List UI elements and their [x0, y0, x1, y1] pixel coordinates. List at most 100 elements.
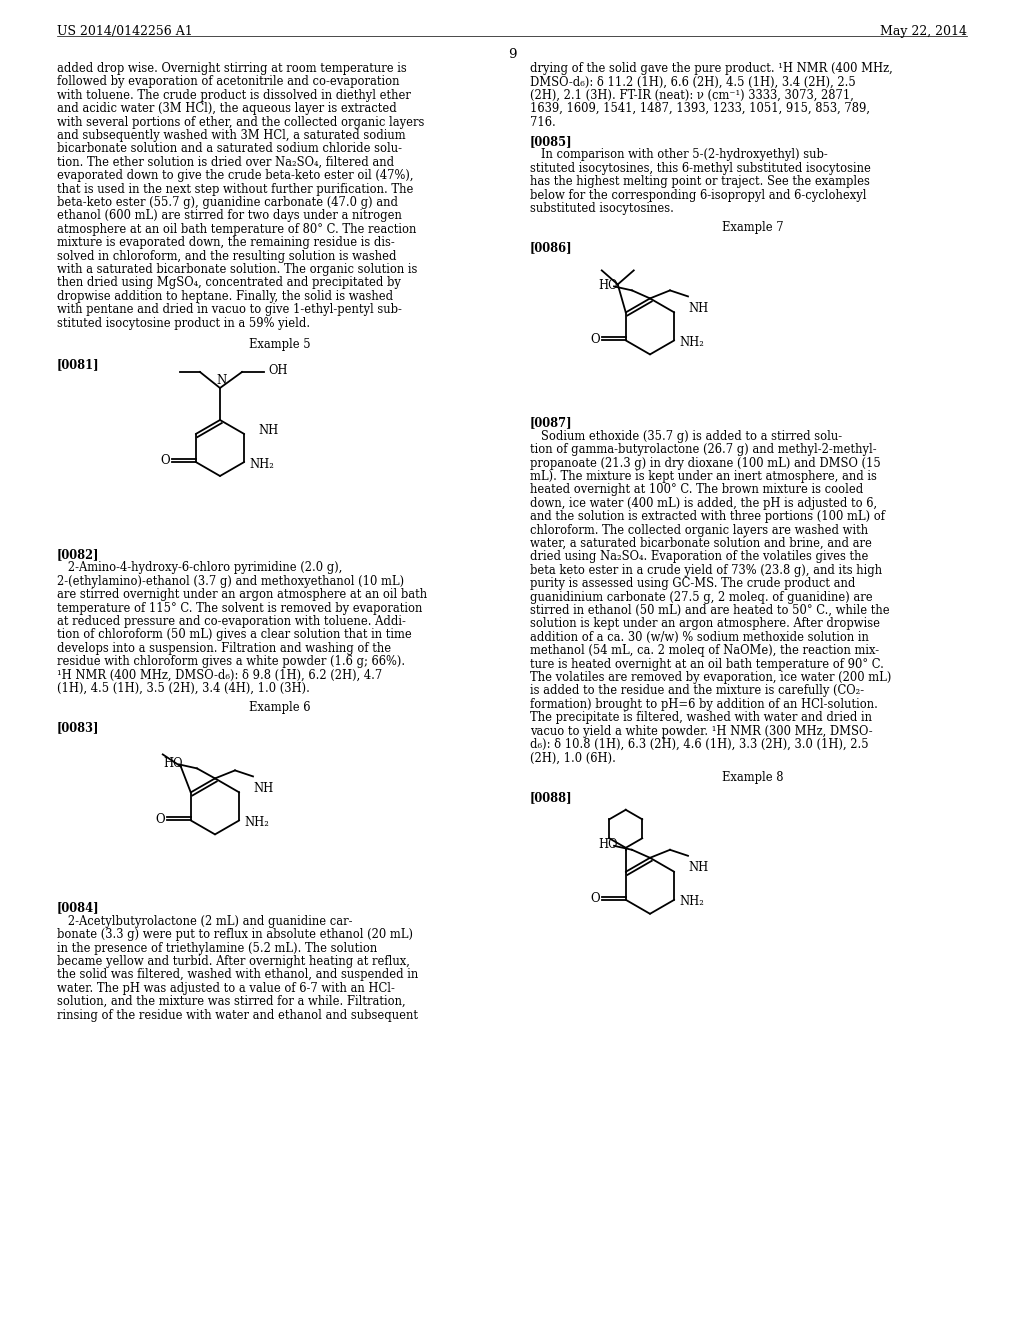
Text: [0082]: [0082] [57, 548, 99, 561]
Text: chloroform. The collected organic layers are washed with: chloroform. The collected organic layers… [530, 524, 868, 537]
Text: beta-keto ester (55.7 g), guanidine carbonate (47.0 g) and: beta-keto ester (55.7 g), guanidine carb… [57, 195, 398, 209]
Text: is added to the residue and the mixture is carefully (CO₂-: is added to the residue and the mixture … [530, 684, 864, 697]
Text: tion of gamma-butyrolactone (26.7 g) and methyl-2-methyl-: tion of gamma-butyrolactone (26.7 g) and… [530, 444, 877, 457]
Text: bicarbonate solution and a saturated sodium chloride solu-: bicarbonate solution and a saturated sod… [57, 143, 402, 156]
Text: beta keto ester in a crude yield of 73% (23.8 g), and its high: beta keto ester in a crude yield of 73% … [530, 564, 882, 577]
Text: ¹H NMR (400 MHz, DMSO-d₆): δ 9.8 (1H), 6.2 (2H), 4.7: ¹H NMR (400 MHz, DMSO-d₆): δ 9.8 (1H), 6… [57, 669, 382, 681]
Text: NH₂: NH₂ [679, 335, 705, 348]
Text: has the highest melting point or traject. See the examples: has the highest melting point or traject… [530, 176, 869, 189]
Text: HO: HO [598, 279, 617, 292]
Text: became yellow and turbid. After overnight heating at reflux,: became yellow and turbid. After overnigh… [57, 954, 410, 968]
Text: [0084]: [0084] [57, 902, 99, 915]
Text: 716.: 716. [530, 116, 556, 128]
Text: [0087]: [0087] [530, 416, 572, 429]
Text: NH₂: NH₂ [249, 458, 274, 470]
Text: US 2014/0142256 A1: US 2014/0142256 A1 [57, 25, 193, 38]
Text: HO: HO [163, 756, 182, 770]
Text: d₆): δ 10.8 (1H), 6.3 (2H), 4.6 (1H), 3.3 (2H), 3.0 (1H), 2.5: d₆): δ 10.8 (1H), 6.3 (2H), 4.6 (1H), 3.… [530, 738, 868, 751]
Text: rinsing of the residue with water and ethanol and subsequent: rinsing of the residue with water and et… [57, 1008, 418, 1022]
Text: In comparison with other 5-(2-hydroxyethyl) sub-: In comparison with other 5-(2-hydroxyeth… [530, 148, 827, 161]
Text: the solid was filtered, washed with ethanol, and suspended in: the solid was filtered, washed with etha… [57, 969, 418, 981]
Text: 9: 9 [508, 48, 516, 61]
Text: at reduced pressure and co-evaporation with toluene. Addi-: at reduced pressure and co-evaporation w… [57, 615, 406, 628]
Text: with toluene. The crude product is dissolved in diethyl ether: with toluene. The crude product is disso… [57, 88, 411, 102]
Text: ture is heated overnight at an oil bath temperature of 90° C.: ture is heated overnight at an oil bath … [530, 657, 884, 671]
Text: substituted isocytosines.: substituted isocytosines. [530, 202, 674, 215]
Text: O: O [155, 813, 165, 826]
Text: vacuo to yield a white powder. ¹H NMR (300 MHz, DMSO-: vacuo to yield a white powder. ¹H NMR (3… [530, 725, 872, 738]
Text: stirred in ethanol (50 mL) and are heated to 50° C., while the: stirred in ethanol (50 mL) and are heate… [530, 605, 890, 616]
Text: solution is kept under an argon atmosphere. After dropwise: solution is kept under an argon atmosphe… [530, 618, 880, 631]
Text: O: O [590, 333, 600, 346]
Text: with a saturated bicarbonate solution. The organic solution is: with a saturated bicarbonate solution. T… [57, 263, 418, 276]
Text: mixture is evaporated down, the remaining residue is dis-: mixture is evaporated down, the remainin… [57, 236, 394, 249]
Text: water. The pH was adjusted to a value of 6-7 with an HCl-: water. The pH was adjusted to a value of… [57, 982, 395, 995]
Text: [0083]: [0083] [57, 722, 99, 734]
Text: temperature of 115° C. The solvent is removed by evaporation: temperature of 115° C. The solvent is re… [57, 602, 422, 615]
Text: NH: NH [258, 424, 279, 437]
Text: added drop wise. Overnight stirring at room temperature is: added drop wise. Overnight stirring at r… [57, 62, 407, 75]
Text: solved in chloroform, and the resulting solution is washed: solved in chloroform, and the resulting … [57, 249, 396, 263]
Text: Sodium ethoxide (35.7 g) is added to a stirred solu-: Sodium ethoxide (35.7 g) is added to a s… [530, 430, 842, 442]
Text: NH₂: NH₂ [245, 816, 269, 829]
Text: 2-Amino-4-hydroxy-6-chloro pyrimidine (2.0 g),: 2-Amino-4-hydroxy-6-chloro pyrimidine (2… [57, 561, 342, 574]
Text: residue with chloroform gives a white powder (1.6 g; 66%).: residue with chloroform gives a white po… [57, 655, 406, 668]
Text: 2-Acetylbutyrolactone (2 mL) and guanidine car-: 2-Acetylbutyrolactone (2 mL) and guanidi… [57, 915, 352, 928]
Text: and subsequently washed with 3M HCl, a saturated sodium: and subsequently washed with 3M HCl, a s… [57, 129, 406, 143]
Text: O: O [160, 454, 170, 467]
Text: HO: HO [598, 838, 617, 851]
Text: heated overnight at 100° C. The brown mixture is cooled: heated overnight at 100° C. The brown mi… [530, 483, 863, 496]
Text: Example 5: Example 5 [249, 338, 310, 351]
Text: and the solution is extracted with three portions (100 mL) of: and the solution is extracted with three… [530, 511, 885, 523]
Text: dropwise addition to heptane. Finally, the solid is washed: dropwise addition to heptane. Finally, t… [57, 290, 393, 302]
Text: NH: NH [688, 862, 709, 874]
Text: Example 8: Example 8 [722, 771, 783, 784]
Text: (2H), 1.0 (6H).: (2H), 1.0 (6H). [530, 751, 615, 764]
Text: O: O [590, 892, 600, 906]
Text: purity is assessed using GC-MS. The crude product and: purity is assessed using GC-MS. The crud… [530, 577, 855, 590]
Text: bonate (3.3 g) were put to reflux in absolute ethanol (20 mL): bonate (3.3 g) were put to reflux in abs… [57, 928, 413, 941]
Text: ethanol (600 mL) are stirred for two days under a nitrogen: ethanol (600 mL) are stirred for two day… [57, 210, 401, 222]
Text: [0085]: [0085] [530, 135, 572, 148]
Text: solution, and the mixture was stirred for a while. Filtration,: solution, and the mixture was stirred fo… [57, 995, 406, 1008]
Text: propanoate (21.3 g) in dry dioxane (100 mL) and DMSO (15: propanoate (21.3 g) in dry dioxane (100 … [530, 457, 881, 470]
Text: (2H), 2.1 (3H). FT-IR (neat): ν (cm⁻¹) 3333, 3073, 2871,: (2H), 2.1 (3H). FT-IR (neat): ν (cm⁻¹) 3… [530, 88, 854, 102]
Text: and acidic water (3M HCl), the aqueous layer is extracted: and acidic water (3M HCl), the aqueous l… [57, 102, 396, 115]
Text: Example 6: Example 6 [249, 701, 310, 714]
Text: methanol (54 mL, ca. 2 moleq of NaOMe), the reaction mix-: methanol (54 mL, ca. 2 moleq of NaOMe), … [530, 644, 880, 657]
Text: (1H), 4.5 (1H), 3.5 (2H), 3.4 (4H), 1.0 (3H).: (1H), 4.5 (1H), 3.5 (2H), 3.4 (4H), 1.0 … [57, 682, 310, 696]
Text: down, ice water (400 mL) is added, the pH is adjusted to 6,: down, ice water (400 mL) is added, the p… [530, 496, 878, 510]
Text: NH: NH [253, 781, 273, 795]
Text: that is used in the next step without further purification. The: that is used in the next step without fu… [57, 182, 414, 195]
Text: develops into a suspension. Filtration and washing of the: develops into a suspension. Filtration a… [57, 642, 391, 655]
Text: guanidinium carbonate (27.5 g, 2 moleq. of guanidine) are: guanidinium carbonate (27.5 g, 2 moleq. … [530, 590, 872, 603]
Text: [0088]: [0088] [530, 791, 572, 804]
Text: atmosphere at an oil bath temperature of 80° C. The reaction: atmosphere at an oil bath temperature of… [57, 223, 417, 236]
Text: The precipitate is filtered, washed with water and dried in: The precipitate is filtered, washed with… [530, 711, 872, 725]
Text: are stirred overnight under an argon atmosphere at an oil bath: are stirred overnight under an argon atm… [57, 589, 427, 601]
Text: DMSO-d₆): δ 11.2 (1H), 6.6 (2H), 4.5 (1H), 3.4 (2H), 2.5: DMSO-d₆): δ 11.2 (1H), 6.6 (2H), 4.5 (1H… [530, 75, 856, 88]
Text: tion of chloroform (50 mL) gives a clear solution that in time: tion of chloroform (50 mL) gives a clear… [57, 628, 412, 642]
Text: [0086]: [0086] [530, 242, 572, 255]
Text: water, a saturated bicarbonate solution and brine, and are: water, a saturated bicarbonate solution … [530, 537, 871, 550]
Text: in the presence of triethylamine (5.2 mL). The solution: in the presence of triethylamine (5.2 mL… [57, 941, 377, 954]
Text: followed by evaporation of acetonitrile and co-evaporation: followed by evaporation of acetonitrile … [57, 75, 399, 88]
Text: addition of a ca. 30 (w/w) % sodium methoxide solution in: addition of a ca. 30 (w/w) % sodium meth… [530, 631, 869, 644]
Text: [0081]: [0081] [57, 358, 99, 371]
Text: OH: OH [268, 364, 288, 378]
Text: stituted isocytosine product in a 59% yield.: stituted isocytosine product in a 59% yi… [57, 317, 310, 330]
Text: with pentane and dried in vacuo to give 1-ethyl-pentyl sub-: with pentane and dried in vacuo to give … [57, 304, 401, 317]
Text: then dried using MgSO₄, concentrated and precipitated by: then dried using MgSO₄, concentrated and… [57, 276, 400, 289]
Text: formation) brought to pH=6 by addition of an HCl-solution.: formation) brought to pH=6 by addition o… [530, 698, 878, 710]
Text: with several portions of ether, and the collected organic layers: with several portions of ether, and the … [57, 116, 424, 128]
Text: dried using Na₂SO₄. Evaporation of the volatiles gives the: dried using Na₂SO₄. Evaporation of the v… [530, 550, 868, 564]
Text: 2-(ethylamino)-ethanol (3.7 g) and methoxyethanol (10 mL): 2-(ethylamino)-ethanol (3.7 g) and metho… [57, 574, 404, 587]
Text: below for the corresponding 6-isopropyl and 6-cyclohexyl: below for the corresponding 6-isopropyl … [530, 189, 866, 202]
Text: stituted isocytosines, this 6-methyl substituted isocytosine: stituted isocytosines, this 6-methyl sub… [530, 162, 870, 174]
Text: Example 7: Example 7 [722, 222, 783, 235]
Text: tion. The ether solution is dried over Na₂SO₄, filtered and: tion. The ether solution is dried over N… [57, 156, 394, 169]
Text: May 22, 2014: May 22, 2014 [880, 25, 967, 38]
Text: 1639, 1609, 1541, 1487, 1393, 1233, 1051, 915, 853, 789,: 1639, 1609, 1541, 1487, 1393, 1233, 1051… [530, 102, 870, 115]
Text: NH₂: NH₂ [679, 895, 705, 908]
Text: N: N [217, 374, 227, 387]
